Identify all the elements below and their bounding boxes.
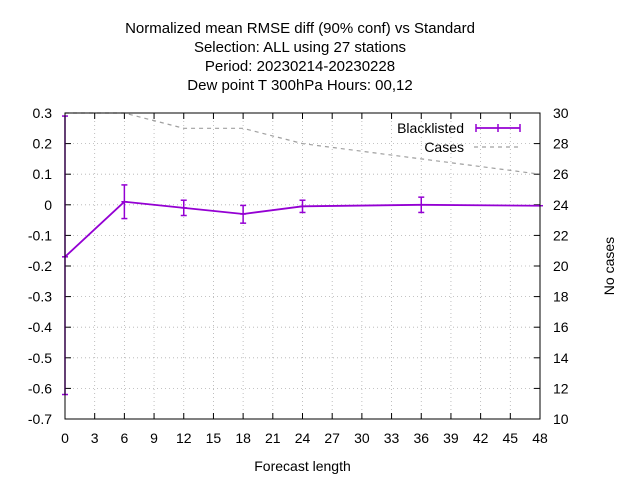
grid bbox=[65, 113, 540, 419]
x-tick-label: 30 bbox=[354, 430, 370, 446]
y-tick-label: -0.5 bbox=[28, 350, 52, 366]
y2-axis-ticks: 10 12 14 16 18 20 22 24 26 28 30 bbox=[534, 105, 569, 427]
y2-tick-label: 24 bbox=[553, 197, 569, 213]
x-axis-label: Forecast length bbox=[254, 458, 351, 474]
y2-axis-label: No cases bbox=[601, 237, 617, 295]
y-axis-ticks: -0.7 -0.6 -0.5 -0.4 -0.3 -0.2 -0.1 0 0.1 0.2 0.3 bbox=[28, 105, 71, 427]
y-tick-label: -0.3 bbox=[28, 289, 52, 305]
x-tick-label: 42 bbox=[473, 430, 489, 446]
plot-frame bbox=[64, 112, 541, 420]
x-tick-label: 9 bbox=[150, 430, 158, 446]
x-tick-label: 3 bbox=[91, 430, 99, 446]
x-tick-label: 6 bbox=[120, 430, 128, 446]
x-tick-label: 33 bbox=[384, 430, 400, 446]
x-tick-label: 24 bbox=[295, 430, 311, 446]
y2-tick-label: 14 bbox=[553, 350, 569, 366]
x-tick-label: 48 bbox=[532, 430, 548, 446]
y-tick-label: 0.3 bbox=[33, 105, 53, 121]
x-tick-label: 39 bbox=[443, 430, 459, 446]
y2-tick-label: 26 bbox=[553, 166, 569, 182]
y-tick-label: -0.4 bbox=[28, 319, 52, 335]
y2-tick-label: 22 bbox=[553, 227, 569, 243]
y2-tick-label: 16 bbox=[553, 319, 569, 335]
x-tick-label: 36 bbox=[413, 430, 429, 446]
y2-tick-label: 18 bbox=[553, 289, 569, 305]
y-tick-label: -0.2 bbox=[28, 258, 52, 274]
legend-label: Cases bbox=[424, 139, 464, 155]
x-tick-label: 12 bbox=[176, 430, 192, 446]
y-tick-label: 0.2 bbox=[33, 136, 53, 152]
y2-tick-label: 28 bbox=[553, 136, 569, 152]
title-line: Period: 20230214-20230228 bbox=[205, 58, 395, 75]
y2-tick-label: 12 bbox=[553, 380, 569, 396]
y-tick-label: 0.1 bbox=[33, 166, 53, 182]
x-tick-label: 15 bbox=[206, 430, 222, 446]
legend: Blacklisted Cases bbox=[397, 120, 522, 155]
x-axis-ticks: 0 3 6 9 12 15 18 21 24 27 30 33 36 39 42 45 48 bbox=[61, 113, 548, 446]
chart-title: Normalized mean RMSE diff (90% conf) vs … bbox=[125, 20, 475, 94]
y2-tick-label: 30 bbox=[553, 105, 569, 121]
x-tick-label: 0 bbox=[61, 430, 69, 446]
legend-label: Blacklisted bbox=[397, 120, 464, 136]
title-line: Dew point T 300hPa Hours: 00,12 bbox=[187, 77, 412, 94]
y-tick-label: 0 bbox=[44, 197, 52, 213]
y2-tick-label: 20 bbox=[553, 258, 569, 274]
y-tick-label: -0.1 bbox=[28, 227, 52, 243]
x-tick-label: 45 bbox=[503, 430, 519, 446]
y2-tick-label: 10 bbox=[553, 411, 569, 427]
title-line: Normalized mean RMSE diff (90% conf) vs … bbox=[125, 20, 475, 37]
y-tick-label: -0.7 bbox=[28, 411, 52, 427]
x-tick-label: 27 bbox=[324, 430, 340, 446]
y-tick-label: -0.6 bbox=[28, 380, 52, 396]
title-line: Selection: ALL using 27 stations bbox=[194, 39, 406, 56]
x-tick-label: 18 bbox=[235, 430, 251, 446]
x-tick-label: 21 bbox=[265, 430, 281, 446]
